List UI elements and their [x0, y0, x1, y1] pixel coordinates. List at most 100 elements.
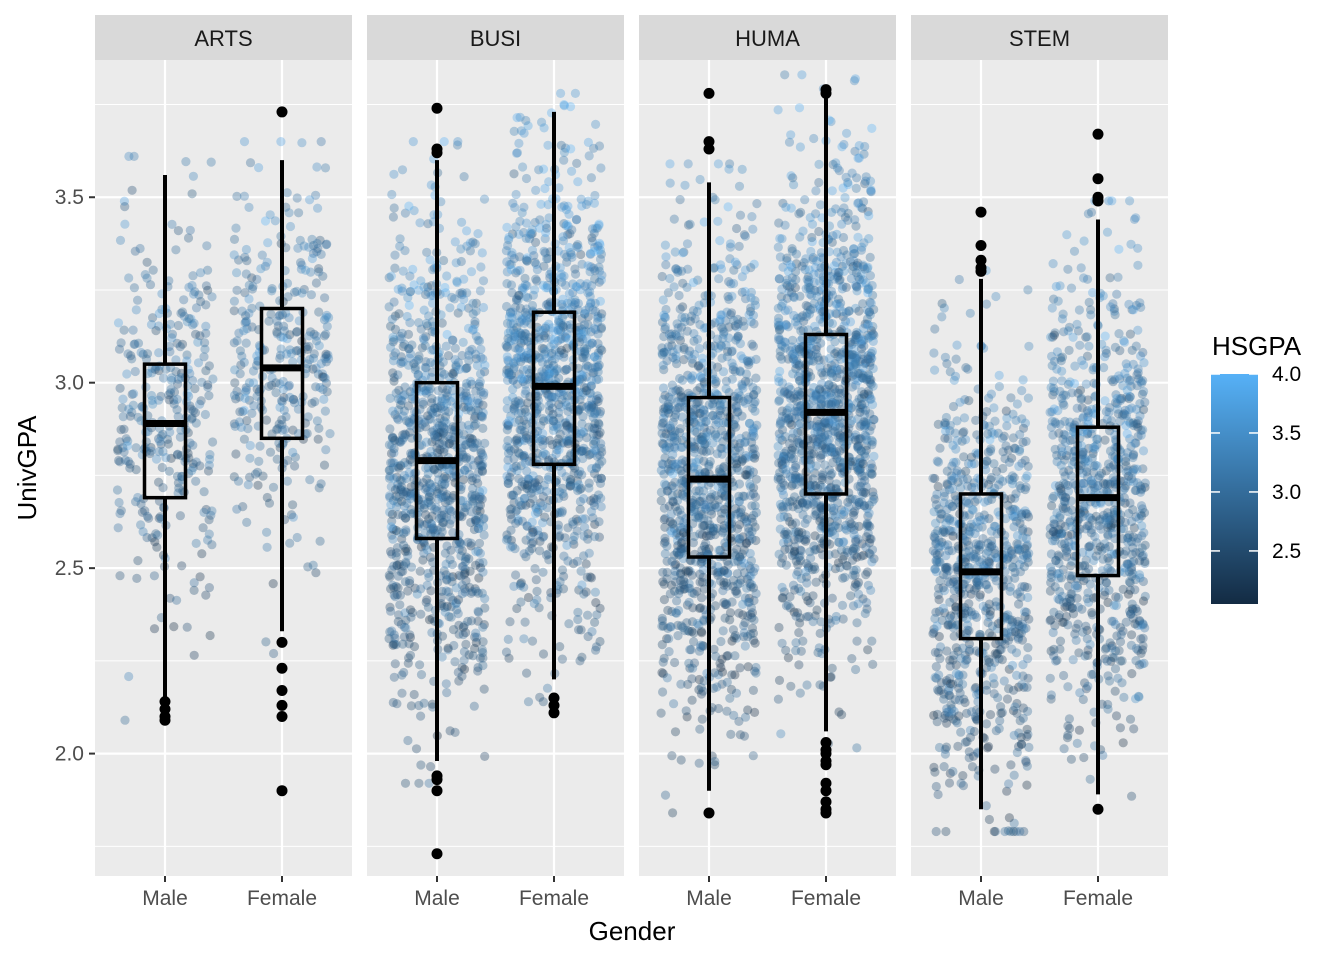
- data-point: [419, 334, 428, 343]
- data-point: [577, 470, 586, 479]
- data-point: [816, 200, 825, 209]
- data-point: [397, 689, 406, 698]
- data-point: [861, 570, 870, 579]
- data-point: [395, 242, 404, 251]
- outlier-point: [277, 711, 288, 722]
- data-point: [232, 286, 241, 295]
- data-point: [541, 248, 550, 257]
- data-point: [242, 269, 251, 278]
- data-point: [404, 659, 413, 668]
- data-point: [434, 475, 443, 484]
- data-point: [746, 293, 755, 302]
- data-point: [444, 644, 453, 653]
- outlier-point: [432, 785, 443, 796]
- data-point: [442, 679, 451, 688]
- data-point: [119, 425, 128, 434]
- data-point: [130, 152, 139, 161]
- data-point: [416, 584, 425, 593]
- data-point: [683, 680, 692, 689]
- data-point: [389, 377, 398, 386]
- x-tick-label: Male: [414, 887, 460, 910]
- data-point: [166, 385, 175, 394]
- data-point: [205, 450, 214, 459]
- data-point: [390, 203, 399, 212]
- data-point: [293, 533, 302, 542]
- data-point: [597, 346, 606, 355]
- data-point: [467, 406, 476, 415]
- data-point: [678, 443, 687, 452]
- data-point: [296, 236, 305, 245]
- data-point: [543, 684, 552, 693]
- data-point: [232, 268, 241, 277]
- data-point: [395, 437, 404, 446]
- outlier-point: [277, 637, 288, 648]
- data-point: [385, 424, 394, 433]
- data-point: [446, 555, 455, 564]
- data-point: [200, 487, 209, 496]
- data-point: [307, 399, 316, 408]
- data-point: [405, 272, 414, 281]
- data-point: [660, 595, 669, 604]
- data-point: [313, 204, 322, 213]
- data-point: [741, 399, 750, 408]
- data-point: [414, 779, 423, 788]
- data-point: [699, 615, 708, 624]
- data-point: [842, 129, 851, 138]
- data-point: [564, 335, 573, 344]
- data-point: [207, 292, 216, 301]
- data-point: [188, 320, 197, 329]
- data-point: [172, 405, 181, 414]
- data-point: [519, 203, 528, 212]
- data-point: [690, 658, 699, 667]
- data-point: [172, 596, 181, 605]
- data-point: [242, 339, 251, 348]
- data-point: [711, 415, 720, 424]
- data-point: [396, 476, 405, 485]
- data-point: [683, 265, 692, 274]
- data-point: [521, 407, 530, 416]
- data-point: [587, 376, 596, 385]
- data-point: [407, 509, 416, 518]
- data-point: [809, 134, 818, 143]
- data-point: [391, 348, 400, 357]
- data-point: [863, 645, 872, 654]
- data-point: [747, 514, 756, 523]
- data-point: [572, 282, 581, 291]
- data-point: [478, 486, 487, 495]
- data-point: [240, 137, 249, 146]
- data-point: [475, 539, 484, 548]
- data-point: [749, 615, 758, 624]
- data-point: [454, 308, 463, 317]
- data-point: [567, 297, 576, 306]
- data-point: [712, 682, 721, 691]
- data-point: [675, 291, 684, 300]
- data-point: [114, 456, 123, 465]
- data-point: [572, 159, 581, 168]
- data-point: [557, 395, 566, 404]
- outlier-point: [432, 848, 443, 859]
- data-point: [515, 449, 524, 458]
- data-point: [164, 439, 173, 448]
- data-point: [587, 173, 596, 182]
- data-point: [532, 587, 541, 596]
- data-point: [716, 260, 725, 269]
- data-point: [120, 716, 129, 725]
- data-point: [864, 211, 873, 220]
- data-point: [410, 642, 419, 651]
- data-point: [518, 316, 527, 325]
- data-point: [657, 709, 666, 718]
- outlier-point: [160, 715, 171, 726]
- data-point: [254, 163, 263, 172]
- data-point: [322, 240, 331, 249]
- data-point: [567, 250, 576, 259]
- data-point: [179, 295, 188, 304]
- data-point: [698, 687, 707, 696]
- data-point: [234, 477, 243, 486]
- data-point: [536, 402, 545, 411]
- data-point: [732, 224, 741, 233]
- data-point: [385, 572, 394, 581]
- data-point: [591, 588, 600, 597]
- data-point: [439, 256, 448, 265]
- data-point: [521, 308, 530, 317]
